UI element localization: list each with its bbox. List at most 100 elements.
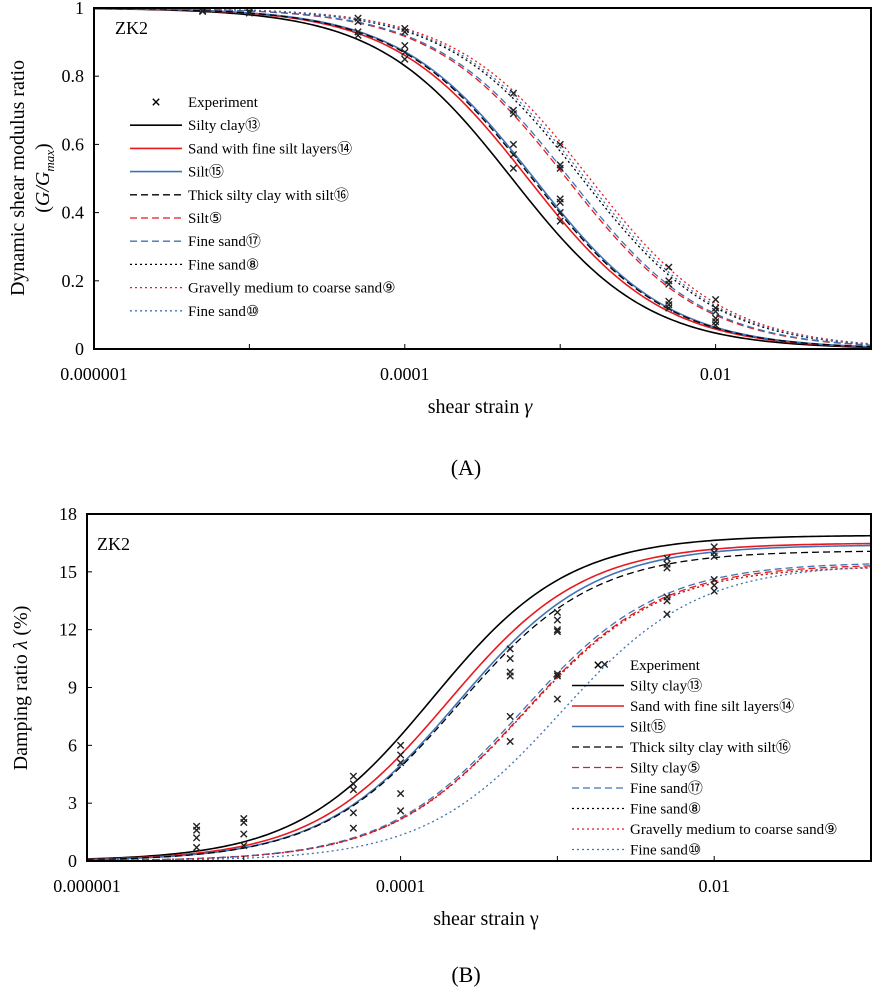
experiment-point [711,318,720,326]
experiment-point [711,295,720,304]
experiment-point [192,834,201,842]
experiment-point [553,695,562,703]
chart-b-y-ticks: 0 3 6 9 12 15 18 [59,504,92,871]
x-tick-label: 0.0001 [380,364,430,384]
experiment-point [553,670,562,678]
chart-b-y-label-text: Damping ratio [10,649,32,770]
x-tick-label: 0.000001 [60,364,128,384]
experiment-point [396,807,405,815]
experiment-point [240,841,248,850]
experiment-point [556,198,564,207]
legend-label: Silt⑮ [188,164,224,181]
experiment-point [665,300,673,309]
chart-a-y-ticks: 0 0.2 0.4 0.6 0.8 1 [62,0,99,359]
experiment-point [396,751,405,759]
experiment-point [509,150,518,159]
series-line-2 [86,542,872,861]
series-line-7 [93,7,872,346]
legend-experiment-marker [152,98,160,106]
experiment-point [349,772,358,780]
experiment-point [509,89,518,97]
experiment-point [349,780,358,788]
experiment-point [506,712,514,721]
chart-b-experiment-markers [192,543,718,852]
experiment-point [556,195,564,203]
experiment-point [354,14,362,22]
chart-a-x-ticks: 0.000001 0.0001 0.01 [60,344,872,384]
experiment-point [665,263,673,271]
experiment-point [192,826,201,834]
experiment-point [556,164,564,172]
experiment-point [245,9,254,17]
experiment-point [509,140,518,149]
experiment-point [553,672,562,680]
legend-label: Fine sand⑰ [630,780,703,797]
legend-label: Thick silty clay with silt⑯ [630,739,791,756]
y-tick-label: 1 [75,0,84,18]
y-tick-label: 18 [59,504,77,524]
chart-a-y-label-line2: (G/Gmax) [32,143,57,212]
y-tick-label: 0 [75,339,84,359]
chart-a-y-label-italic: G/G [32,171,54,206]
legend-label: Gravelly medium to coarse sand⑨ [188,281,396,297]
y-tick-label: 6 [68,735,77,755]
experiment-point [396,741,405,750]
series-line-3 [86,544,872,861]
x-tick-label: 0.000001 [53,876,121,896]
experiment-point [600,660,609,669]
experiment-point [509,106,518,114]
legend-label: Silty clay⑤ [630,761,701,777]
chart-a-y-label-line1: Dynamic shear modulus ratio [7,60,29,296]
legend-label: Silty clay⑬ [188,117,260,134]
experiment-point [710,575,718,584]
experiment-point [401,28,409,36]
legend-experiment-label: Experiment [630,658,701,674]
experiment-point [553,627,562,636]
chart-b-x-label: shear strain γ [433,908,539,930]
experiment-point [665,297,673,305]
series-line-8 [86,567,872,862]
experiment-point [349,824,358,832]
chart-a-experiment-markers [198,6,720,329]
chart-b-y-label-symbol: λ [10,640,32,650]
series-line-4 [93,7,872,348]
experiment-point [553,625,562,634]
experiment-point [509,164,518,172]
experiment-point [240,830,248,838]
y-tick-label: 0.2 [62,271,85,291]
series-line-5 [86,565,872,862]
x-tick-label: 0.0001 [376,876,426,896]
chart-b-legend: Experiment Silty clay⑬ Sand with fine silt… [572,658,838,859]
legend-experiment-marker [594,661,602,669]
series-line-5 [93,7,872,346]
series-line-9 [86,566,872,862]
chart-a: 0 0.2 0.4 0.6 0.8 1 0.000001 0.0001 0.01 ZK2 Ex… [7,0,872,480]
chart-a-x-label-text: shear strain [428,396,525,418]
y-tick-label: 12 [59,620,77,640]
chart-a-y-label-sub: max [42,150,57,172]
experiment-point [506,737,514,746]
experiment-point [506,672,514,680]
experiment-point [354,31,362,39]
experiment-point [553,616,562,624]
experiment-point [556,140,564,149]
legend-label: Silty clay⑬ [630,678,702,695]
chart-b-y-label: Damping ratio λ (%) [10,606,32,771]
experiment-point [665,280,673,288]
series-line-1 [93,7,872,349]
experiment-point [198,7,207,16]
experiment-point [710,587,718,595]
experiment-point [506,645,514,653]
experiment-point [711,321,720,329]
experiment-point [245,7,254,16]
experiment-point [349,785,358,794]
experiment-point [556,217,564,225]
chart-b-curves [86,534,872,862]
y-tick-label: 0.8 [62,66,85,86]
chart-a-plot-frame [93,7,872,350]
chart-a-panel-label: (A) [451,455,482,480]
y-tick-label: 0.6 [62,134,85,154]
experiment-point [663,554,671,563]
legend-label: Fine sand⑧ [188,257,259,273]
